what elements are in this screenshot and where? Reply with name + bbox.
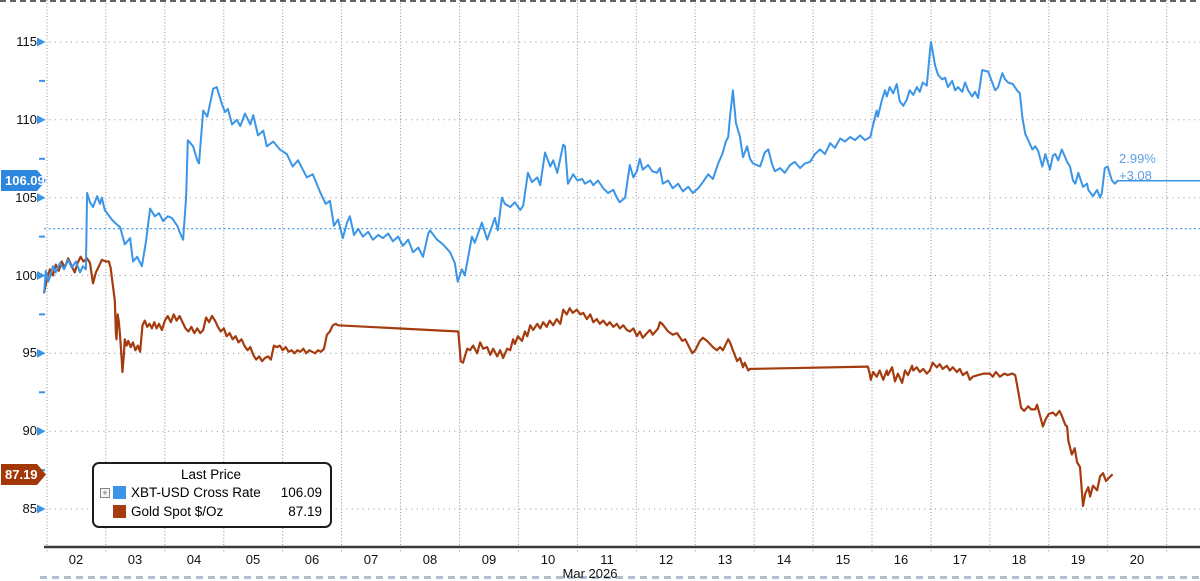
x-tick-label: 12	[658, 552, 674, 567]
y-tick-label: 110	[16, 112, 37, 127]
y-axis-tick	[37, 37, 46, 47]
x-tick-label: 06	[304, 552, 320, 567]
xbt-series-swatch	[113, 486, 126, 499]
x-tick-label: 18	[1011, 552, 1027, 567]
clipped-row-top	[0, 0, 1200, 2]
xbt-series-line	[43, 41, 1119, 294]
y-axis-minor-tick	[39, 157, 45, 160]
y-axis-tick	[37, 115, 46, 125]
legend-row-xbt[interactable]: + XBT-USD Cross Rate 106.09	[100, 483, 322, 502]
y-tick-label: 115	[16, 34, 37, 49]
x-tick-label: 14	[776, 552, 792, 567]
x-tick-label: 11	[600, 552, 614, 567]
y-axis-tick	[37, 348, 46, 358]
y-axis-tick	[37, 504, 46, 514]
x-axis-month-label: Mar 2026	[562, 566, 618, 581]
y-axis-minor-tick	[39, 313, 45, 316]
x-tick-label: 05	[245, 552, 261, 567]
x-tick-label: 07	[363, 552, 379, 567]
x-tick-label: 15	[835, 552, 851, 567]
x-tick-label: 17	[952, 552, 968, 567]
x-tick-label: 20	[1129, 552, 1145, 567]
x-tick-label: 10	[540, 552, 556, 567]
x-tick-label: 09	[481, 552, 497, 567]
legend-value-gold: 87.19	[288, 504, 322, 519]
change-absolute-label: +3.08	[1119, 168, 1152, 183]
x-tick-label: 03	[127, 552, 143, 567]
legend-row-gold[interactable]: Gold Spot $/Oz 87.19	[100, 502, 322, 521]
x-tick-label: 19	[1070, 552, 1086, 567]
x-tick-label: 04	[186, 552, 202, 567]
y-tick-label: 95	[22, 345, 37, 360]
legend-title: Last Price	[180, 467, 242, 482]
x-tick-label: 02	[68, 552, 84, 567]
legend-label-gold: Gold Spot $/Oz	[131, 504, 224, 519]
last-price-badge-gold: 87.19	[1, 464, 46, 485]
gold-series-swatch	[113, 505, 126, 518]
y-axis-tick	[37, 193, 46, 203]
y-axis-minor-tick	[39, 235, 45, 238]
gold-series-line	[42, 255, 1114, 507]
change-percent-label: 2.99%	[1119, 151, 1156, 166]
x-tick-label: 13	[717, 552, 733, 567]
last-price-badge-xbt: 106.09	[1, 170, 46, 191]
legend-label-xbt: XBT-USD Cross Rate	[131, 485, 261, 500]
expand-plus-icon[interactable]: +	[100, 487, 110, 498]
y-tick-label: 90	[22, 423, 37, 438]
x-tick-label: 08	[422, 552, 438, 567]
x-tick-label: 16	[893, 552, 909, 567]
y-tick-label: 85	[22, 501, 37, 516]
clipped-row-bottom	[40, 576, 1200, 579]
y-axis-tick	[37, 271, 46, 280]
y-axis-minor-tick	[39, 391, 45, 394]
legend-value-xbt: 106.09	[280, 485, 322, 500]
y-axis-tick	[37, 426, 46, 436]
legend[interactable]: Last Price + XBT-USD Cross Rate 106.09 G…	[92, 462, 332, 528]
y-tick-label: 100	[15, 268, 37, 283]
y-tick-label: 105	[15, 190, 37, 205]
y-axis-minor-tick	[39, 79, 45, 82]
